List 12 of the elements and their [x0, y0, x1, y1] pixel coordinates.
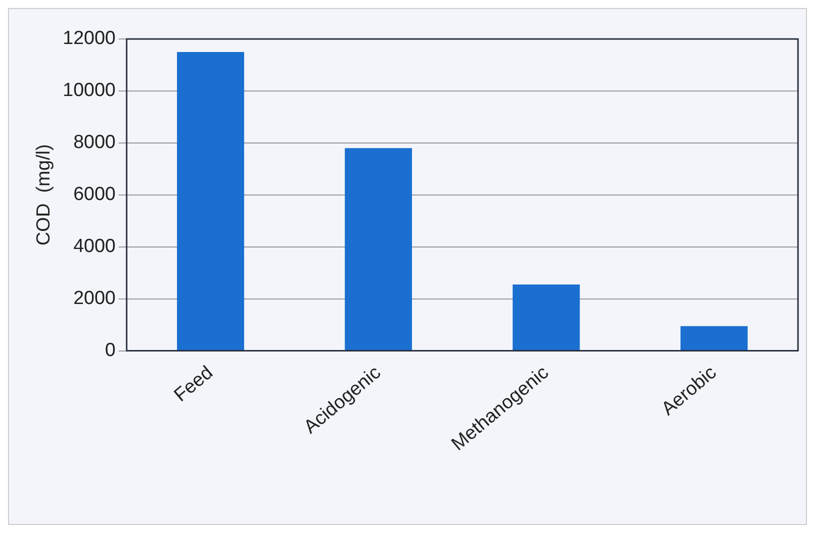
y-axis-title: COD (mg/l) — [34, 144, 55, 246]
y-tick-label: 10000 — [62, 80, 116, 102]
bar — [176, 52, 244, 350]
y-tick-label: 0 — [105, 340, 116, 362]
bar — [512, 284, 580, 350]
y-tick-label: 4000 — [73, 236, 116, 258]
bar — [344, 148, 412, 350]
y-tick-label: 6000 — [73, 184, 116, 206]
y-tick-label: 12000 — [62, 28, 116, 50]
y-tick-label: 8000 — [73, 132, 116, 154]
bar — [680, 326, 748, 350]
y-tick-label: 2000 — [73, 288, 116, 310]
